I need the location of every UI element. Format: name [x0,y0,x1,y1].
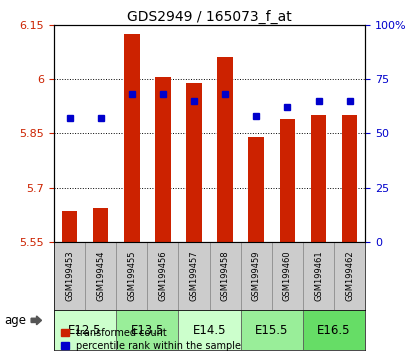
Text: GSM199458: GSM199458 [221,251,229,301]
Bar [303,242,334,310]
Text: GSM199453: GSM199453 [65,251,74,301]
Text: GSM199454: GSM199454 [96,251,105,301]
Bar [54,242,85,310]
Text: GSM199462: GSM199462 [345,251,354,301]
Bar [124,34,139,242]
Bar [54,310,116,350]
Bar [241,242,272,310]
Bar [155,77,171,242]
Bar [241,310,303,350]
Bar [217,57,233,242]
Bar [249,137,264,242]
Bar [210,242,241,310]
Text: GSM199455: GSM199455 [127,251,136,301]
Bar [186,83,202,242]
Text: GSM199460: GSM199460 [283,251,292,301]
Bar [334,242,365,310]
Bar [116,242,147,310]
Text: E15.5: E15.5 [255,324,288,337]
Bar [85,242,116,310]
Bar [272,242,303,310]
Text: E12.5: E12.5 [68,324,102,337]
Text: E13.5: E13.5 [131,324,164,337]
Text: age: age [4,314,26,327]
Text: E16.5: E16.5 [317,324,351,337]
Bar [178,242,210,310]
Text: GSM199459: GSM199459 [252,251,261,301]
Bar [303,310,365,350]
Bar [93,207,108,242]
Legend: transformed count, percentile rank within the sample: transformed count, percentile rank withi… [59,326,243,353]
Bar [62,211,77,242]
Text: GSM199457: GSM199457 [190,251,198,301]
Bar [147,242,178,310]
Title: GDS2949 / 165073_f_at: GDS2949 / 165073_f_at [127,10,292,24]
Bar [311,115,326,242]
Text: GSM199461: GSM199461 [314,251,323,301]
Text: GSM199456: GSM199456 [159,251,167,301]
Bar [280,119,295,242]
Text: E14.5: E14.5 [193,324,226,337]
Bar [178,310,241,350]
Bar [342,115,357,242]
Bar [116,310,178,350]
